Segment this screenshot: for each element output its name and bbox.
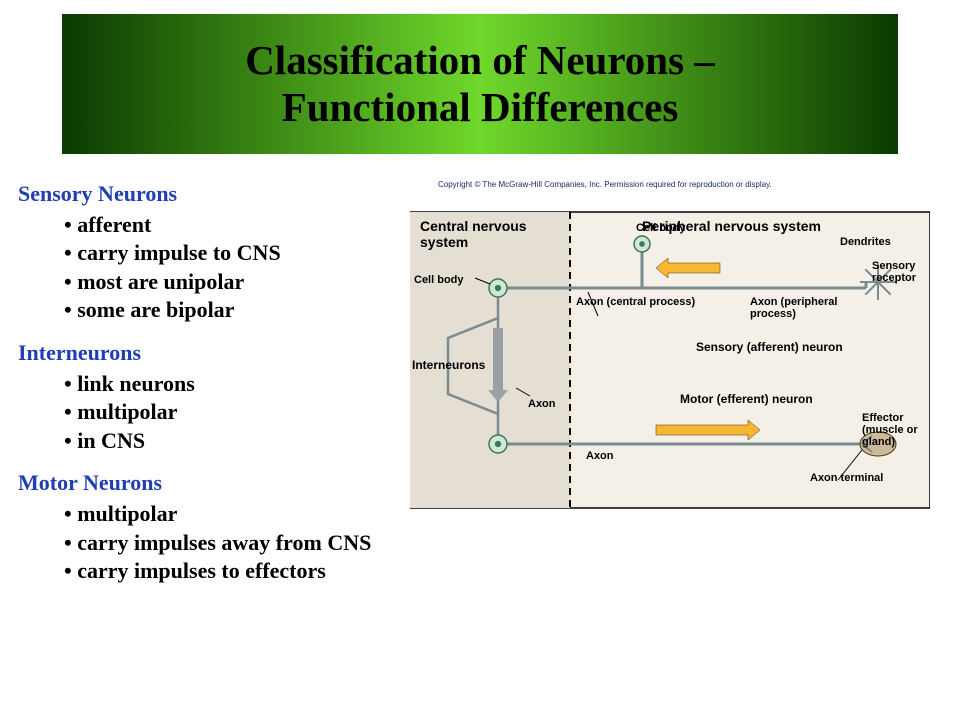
content-text: Sensory Neurons afferent carry impulse t…: [18, 178, 378, 600]
sensory-receptor-label: Sensory receptor: [872, 260, 942, 284]
sensory-b1: afferent: [64, 211, 378, 240]
neuron-diagram: Central nervous system Peripheral nervou…: [410, 192, 930, 522]
axon-central-label: Axon (central process): [576, 296, 696, 308]
sensory-neuron-label: Sensory (afferent) neuron: [696, 340, 843, 354]
motor-heading: Motor Neurons: [18, 469, 378, 498]
inter-b3: in CNS: [64, 427, 378, 456]
sensory-b2: carry impulse to CNS: [64, 239, 378, 268]
interneurons-label: Interneurons: [412, 358, 485, 372]
cns-header-label: Central nervous system: [420, 218, 560, 250]
sensory-b4: some are bipolar: [64, 296, 378, 325]
inter-b2: multipolar: [64, 398, 378, 427]
cell-body-left-label: Cell body: [414, 274, 464, 286]
axon-label-2: Axon: [586, 450, 614, 462]
interneurons-bullets: link neurons multipolar in CNS: [64, 370, 378, 456]
diagram-copyright: Copyright © The McGraw-Hill Companies, I…: [438, 180, 772, 189]
sensory-b3: most are unipolar: [64, 268, 378, 297]
effector-label: Effector (muscle or gland): [862, 412, 942, 448]
inter-b1: link neurons: [64, 370, 378, 399]
axon-terminal-label: Axon terminal: [810, 472, 883, 484]
sensory-heading: Sensory Neurons: [18, 180, 378, 209]
motor-bullets: multipolar carry impulses away from CNS …: [64, 500, 378, 586]
interneurons-heading: Interneurons: [18, 339, 378, 368]
title-line-2: Functional Differences: [282, 84, 679, 131]
motor-b3: carry impulses to effectors: [64, 557, 378, 586]
motor-b2: carry impulses away from CNS: [64, 529, 378, 558]
title-bar: Classification of Neurons – Functional D…: [62, 14, 898, 154]
title-line-1: Classification of Neurons –: [245, 37, 715, 84]
motor-neuron-label: Motor (efferent) neuron: [680, 392, 813, 406]
motor-b1: multipolar: [64, 500, 378, 529]
sensory-bullets: afferent carry impulse to CNS most are u…: [64, 211, 378, 325]
dendrites-label: Dendrites: [840, 236, 891, 248]
axon-label-1: Axon: [528, 398, 556, 410]
axon-peripheral-label: Axon (peripheral process): [750, 296, 880, 320]
cell-body-top-label: Cell body: [636, 222, 686, 234]
